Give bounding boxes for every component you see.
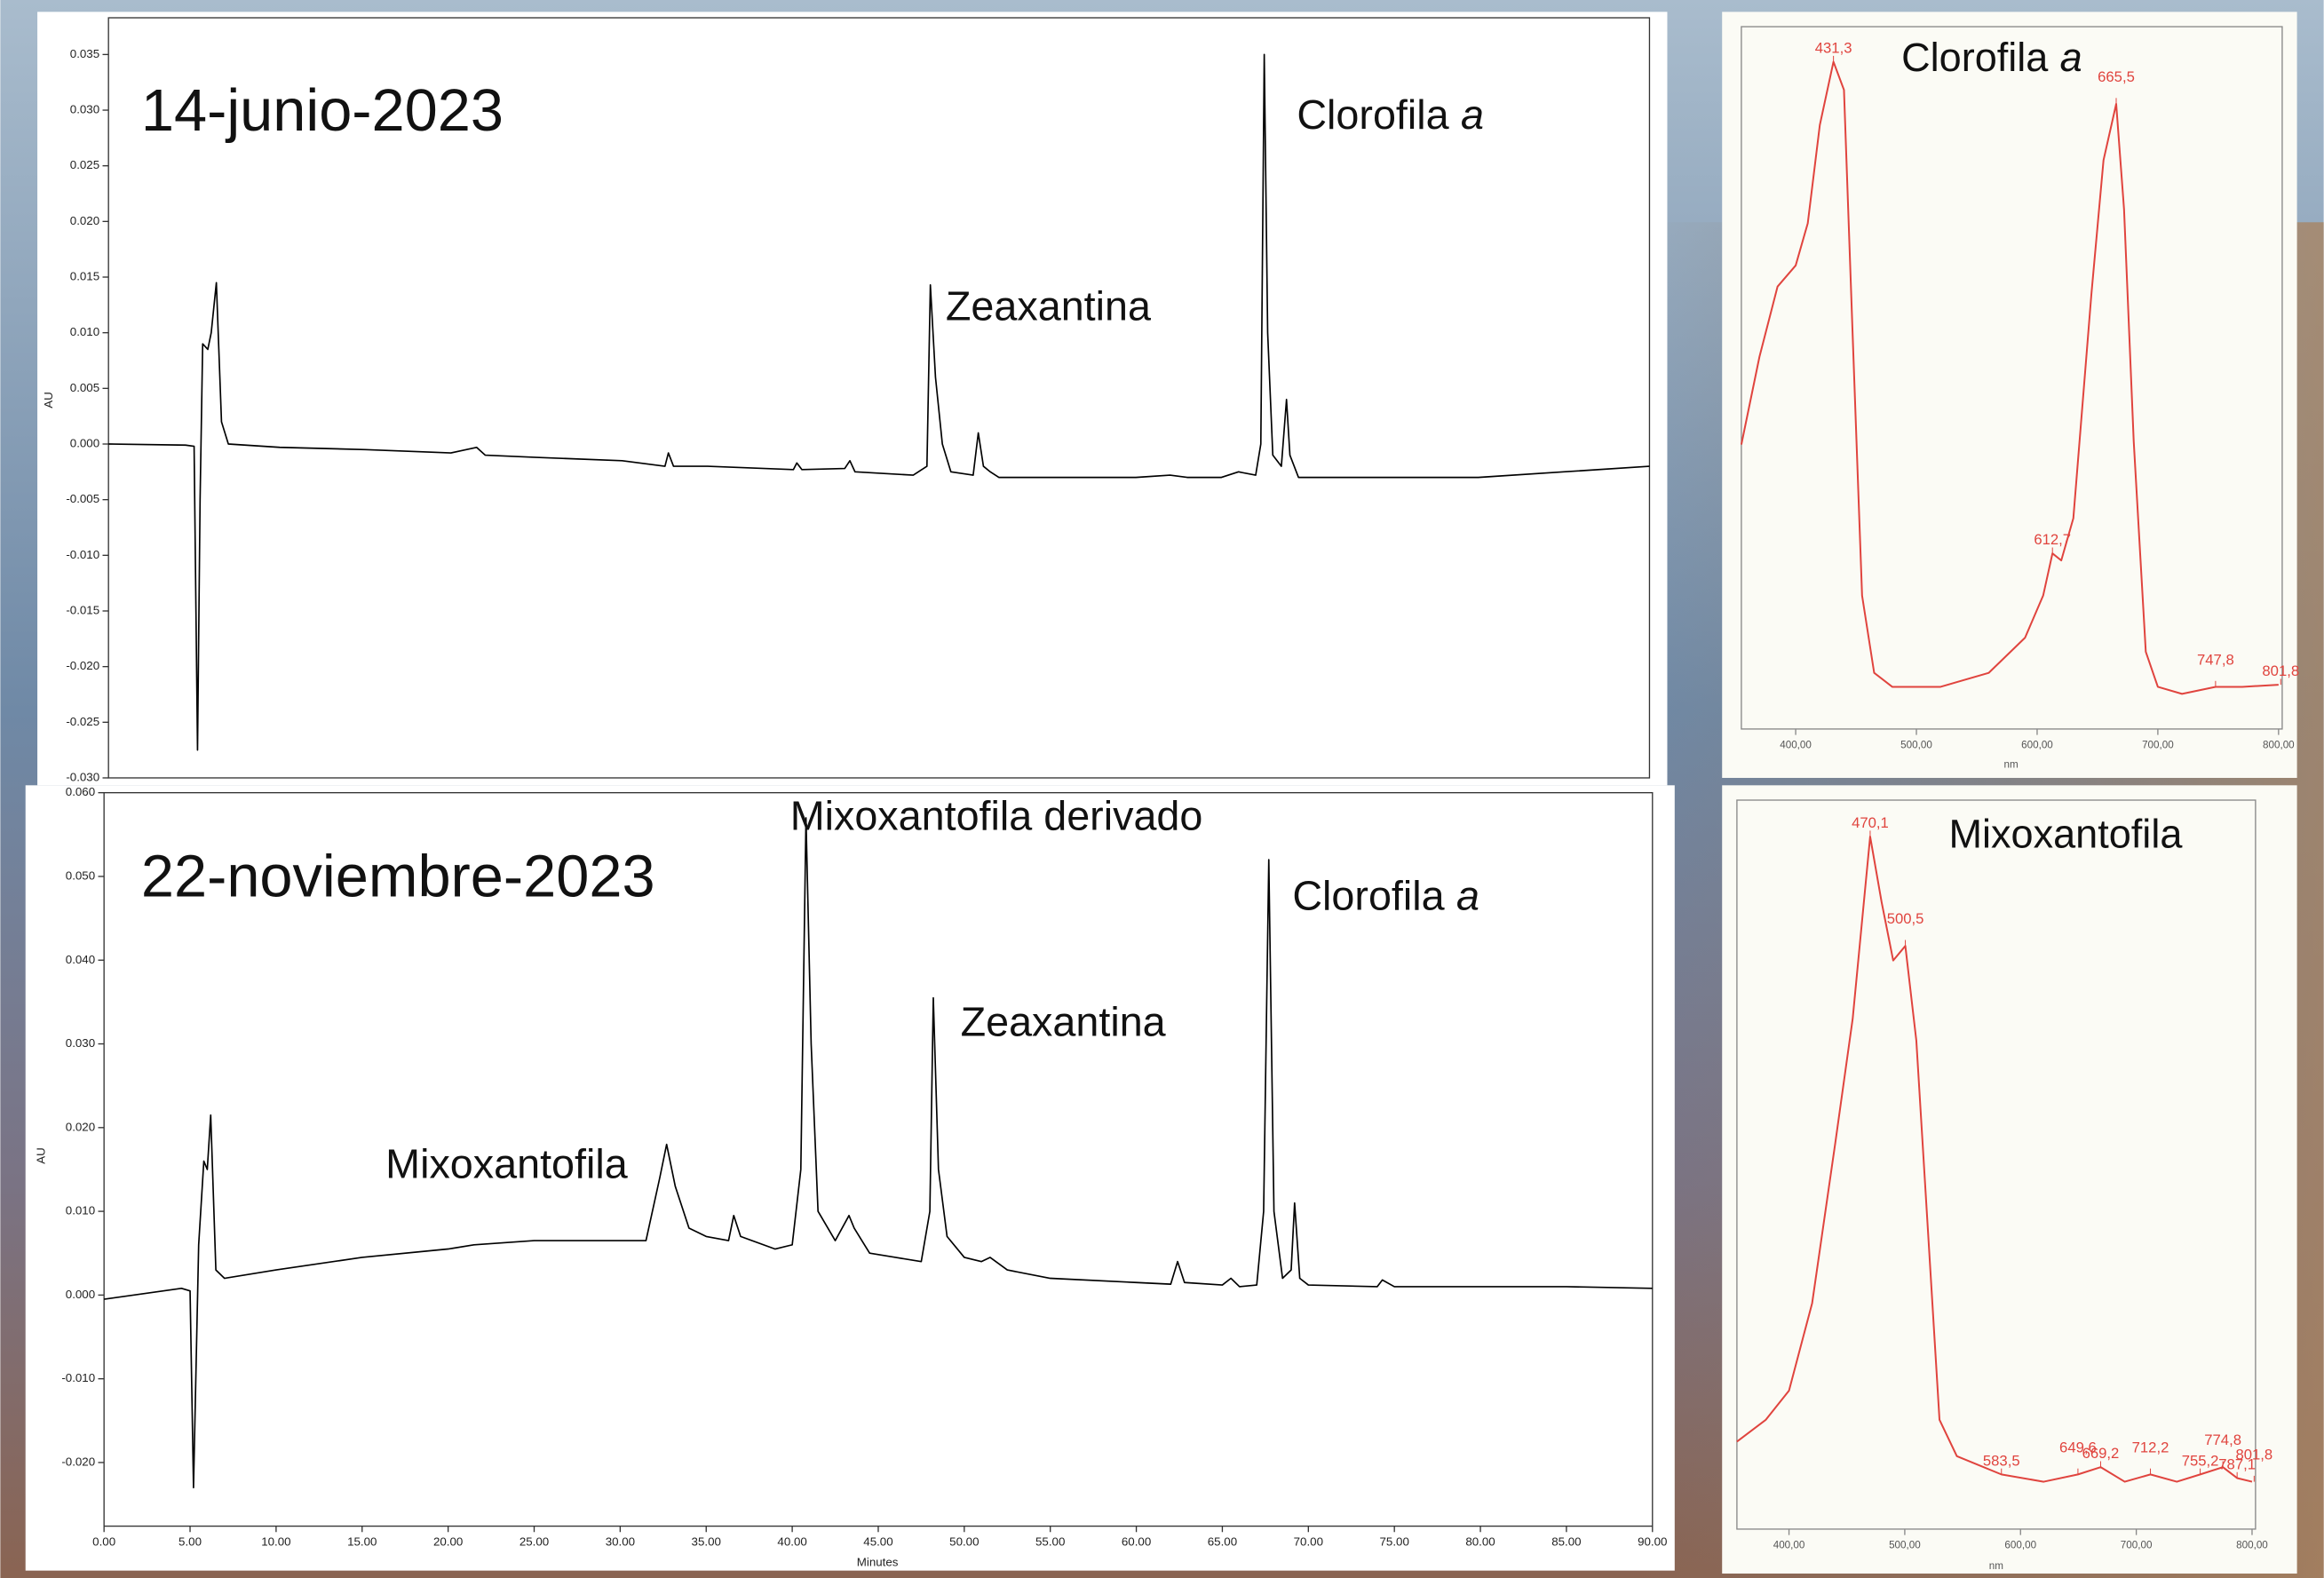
peak-label: 669,2 [2082,1445,2120,1462]
y-tick-label: 0.005 [70,381,99,394]
x-tick-label: 400,00 [1773,1540,1805,1551]
y-tick-label: 0.030 [66,1036,95,1050]
y-tick-label: 0.025 [70,158,99,171]
x-tick-label: 20.00 [433,1534,463,1548]
x-tick-label: 60.00 [1122,1534,1151,1548]
y-axis-label: AU [42,392,55,408]
x-tick-label: 90.00 [1638,1534,1667,1548]
x-tick-label: 45.00 [863,1534,892,1548]
y-tick-label: -0.010 [61,1371,95,1384]
peak-annotation: Mixoxantofila derivado [790,792,1203,838]
y-tick-label: 0.030 [70,103,99,116]
x-tick-label: 55.00 [1035,1534,1065,1548]
x-tick-label: 80.00 [1465,1534,1495,1548]
peak-annotation: Zeaxantina [961,998,1166,1044]
x-tick-label: 10.00 [261,1534,290,1548]
y-axis-label: AU [34,1147,47,1164]
x-tick-label: 35.00 [692,1534,721,1548]
peak-label: 801,8 [2262,662,2299,679]
x-tick-label: 800,00 [2236,1540,2268,1551]
title-text: Clorofila [1901,35,2049,80]
peak-annotation: Mixoxantofila [385,1140,628,1186]
peak-label: 755,2 [2182,1452,2219,1469]
x-tick-label: 65.00 [1208,1534,1237,1548]
page: {"chart_data": [ {"type": "line", "title… [0,0,2324,1578]
scene: 0.0350.0300.0250.0200.0150.0100.0050.000… [0,0,2324,1578]
title-text: 22-noviembre-2023 [141,844,655,909]
x-tick-label: 75.00 [1380,1534,1409,1548]
y-tick-label: -0.020 [66,659,99,672]
x-tick-label: 30.00 [606,1534,635,1548]
y-tick-label: 0.020 [70,214,99,227]
y-tick-label: 0.060 [66,785,95,798]
x-tick-label: 85.00 [1551,1534,1581,1548]
x-tick-label: 700,00 [2142,740,2174,751]
y-tick-label: -0.025 [66,715,99,728]
y-tick-label: 0.020 [66,1120,95,1133]
peak-annotation: Zeaxantina [946,282,1151,329]
annotation-emphasis: a [1461,91,1484,138]
x-tick-label: 600,00 [2004,1540,2036,1551]
peak-label: 470,1 [1852,814,1889,831]
x-tick-label: 50.00 [949,1534,979,1548]
peak-label: 712,2 [2132,1439,2169,1455]
y-tick-label: 0.000 [66,1288,95,1301]
x-tick-label: 500,00 [1900,740,1932,751]
annotation-text: Clorofila [1292,872,1444,918]
x-tick-label: 700,00 [2121,1540,2153,1551]
peak-label: 665,5 [2098,68,2135,85]
chart-title: Mixoxantofila [1948,811,2183,856]
title-text: 14-junio-2023 [141,78,504,144]
x-tick-label: 70.00 [1294,1534,1323,1548]
annotation-text: Zeaxantina [961,998,1166,1044]
annotation-emphasis: a [1456,872,1479,918]
peak-label: 583,5 [1983,1452,2020,1469]
peak-label: 431,3 [1815,40,1852,57]
title-emphasis: a [2060,35,2082,80]
annotation-text: Mixoxantofila derivado [790,792,1203,838]
y-tick-label: -0.030 [66,771,99,784]
x-axis-label: nm [2003,758,2018,770]
x-tick-label: 400,00 [1780,740,1812,751]
y-tick-label: 0.035 [70,47,99,60]
x-tick-label: 5.00 [178,1534,202,1548]
x-tick-label: 25.00 [520,1534,549,1548]
y-tick-label: -0.005 [66,492,99,505]
peak-label: 774,8 [2204,1431,2241,1448]
chart-title: 14-junio-2023 [141,78,504,144]
y-tick-label: 0.000 [70,437,99,450]
x-tick-label: 0.00 [92,1534,115,1548]
y-tick-label: 0.050 [66,868,95,882]
annotation-text: Mixoxantofila [385,1140,628,1186]
annotation-text: Zeaxantina [946,282,1151,329]
chart-title: 22-noviembre-2023 [141,844,655,909]
peak-label: 747,8 [2197,651,2234,668]
x-tick-label: 500,00 [1889,1540,1921,1551]
annotation-text: Clorofila [1297,91,1448,138]
peak-label: 500,5 [1887,910,1924,927]
peak-label: 612,7 [2034,531,2071,548]
x-axis-label: Minutes [857,1556,899,1569]
x-tick-label: 800,00 [2263,740,2295,751]
title-text: Mixoxantofila [1948,811,2183,856]
x-tick-label: 40.00 [777,1534,806,1548]
y-tick-label: 0.015 [70,270,99,283]
peak-label: 787,1 [2218,1455,2256,1472]
y-tick-label: 0.010 [66,1204,95,1217]
y-tick-label: 0.010 [70,325,99,338]
y-tick-label: -0.020 [61,1455,95,1468]
x-tick-label: 15.00 [347,1534,377,1548]
y-tick-label: -0.015 [66,604,99,617]
y-tick-label: -0.010 [66,548,99,561]
x-axis-label: nm [1989,1560,2003,1572]
x-tick-label: 600,00 [2021,740,2053,751]
y-tick-label: 0.040 [66,953,95,966]
